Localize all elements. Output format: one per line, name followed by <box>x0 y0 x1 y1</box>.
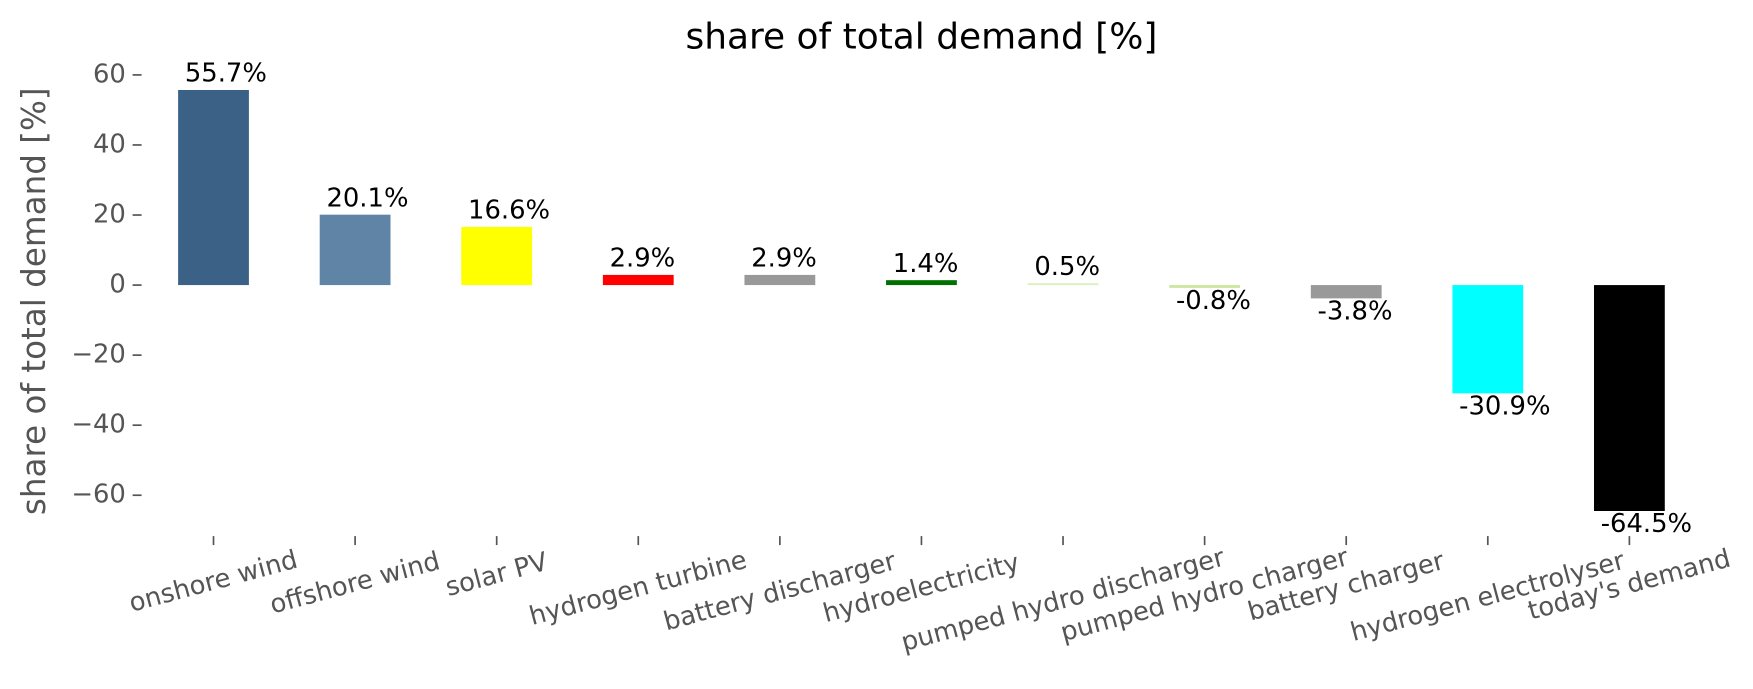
y-tick-label: 0 <box>109 270 125 300</box>
bar <box>178 89 249 286</box>
value-label: 55.7% <box>185 59 267 89</box>
bar <box>319 214 391 286</box>
value-label: -64.5% <box>1601 509 1692 539</box>
value-label: 0.5% <box>1034 252 1100 282</box>
y-tick-label: −40 <box>71 410 126 440</box>
y-tick-label: 20 <box>93 200 126 230</box>
value-label: 2.9% <box>751 244 817 274</box>
y-tick-label: 40 <box>93 129 126 159</box>
value-label: 16.6% <box>468 196 550 226</box>
bar <box>602 274 674 286</box>
y-tick-label: 60 <box>93 59 126 89</box>
value-label: 1.4% <box>893 249 959 279</box>
value-label: 2.9% <box>610 244 676 274</box>
x-tick-label: solar PV <box>442 547 551 603</box>
bar <box>461 226 533 286</box>
value-label: -3.8% <box>1318 296 1393 326</box>
bar <box>1593 285 1665 511</box>
chart-title: share of total demand [%] <box>686 16 1158 57</box>
bar <box>744 274 816 286</box>
bar <box>886 280 957 286</box>
bar <box>1310 285 1382 299</box>
value-label: 20.1% <box>326 183 408 213</box>
y-tick-label: −60 <box>71 480 126 510</box>
y-axis-label: share of total demand [%] <box>15 87 53 515</box>
value-label: -30.9% <box>1459 391 1550 421</box>
bar <box>1452 285 1524 394</box>
bar <box>1027 283 1099 286</box>
bar <box>1169 285 1241 288</box>
value-label: -0.8% <box>1176 286 1251 316</box>
y-tick-label: −20 <box>71 340 126 370</box>
